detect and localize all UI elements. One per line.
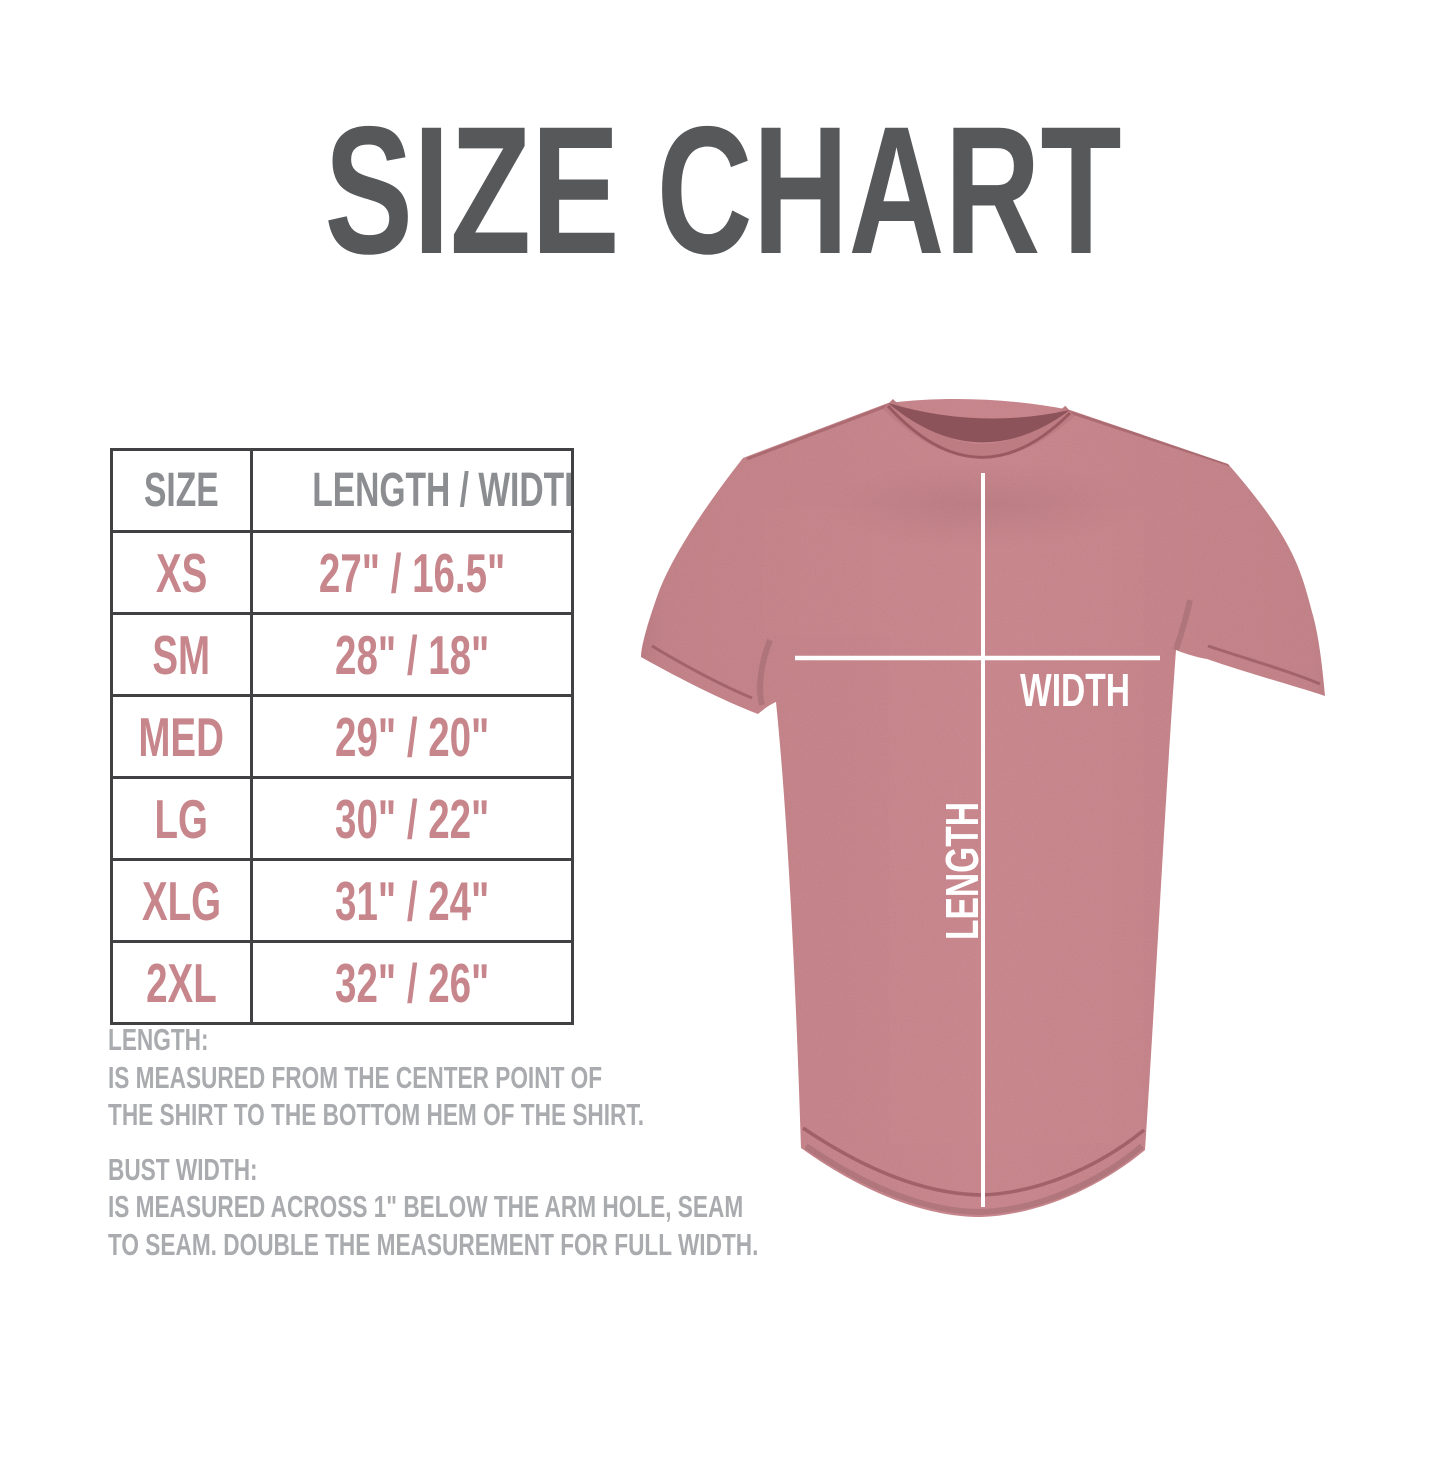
table-row: 2XL 32" / 26"	[110, 940, 574, 1025]
size-cell: XS	[110, 530, 253, 615]
header-cell-size: SIZE	[110, 448, 253, 533]
header-cell-length-width: LENGTH / WIDTH	[250, 448, 574, 533]
bust-width-note-line: TO SEAM. DOUBLE THE MEASUREMENT FOR FULL…	[108, 1226, 759, 1262]
bust-width-note-line: IS MEASURED ACROSS 1" BELOW THE ARM HOLE…	[108, 1189, 744, 1224]
size-cell: LG	[110, 776, 253, 861]
length-note-line: THE SHIRT TO THE BOTTOM HEM OF THE SHIRT…	[108, 1097, 645, 1132]
measurement-cell: 27" / 16.5"	[250, 530, 574, 615]
measurement-notes: LENGTH: IS MEASURED FROM THE CENTER POIN…	[108, 1021, 999, 1263]
page-title-text: SIZE CHART	[323, 88, 1122, 292]
page-title: SIZE CHART	[0, 90, 1445, 290]
length-note-heading: LENGTH:	[108, 1022, 209, 1057]
table-row: XLG 31" / 24"	[110, 858, 574, 943]
width-label: WIDTH	[1020, 665, 1130, 716]
table-header-row: SIZE LENGTH / WIDTH	[110, 448, 574, 533]
table-row: MED 29" / 20"	[110, 694, 574, 779]
measurement-cell: 30" / 22"	[250, 776, 574, 861]
measurement-cell: 31" / 24"	[250, 858, 574, 943]
size-table: SIZE LENGTH / WIDTH XS 27" / 16.5" SM 28…	[110, 448, 574, 1025]
table-row: XS 27" / 16.5"	[110, 530, 574, 615]
collar-seam	[886, 404, 1072, 459]
table-row: LG 30" / 22"	[110, 776, 574, 861]
table-row: SM 28" / 18"	[110, 612, 574, 697]
measurement-cell: 29" / 20"	[250, 694, 574, 779]
tshirt-diagram: WIDTH LENGTH	[600, 325, 1390, 1275]
collar-band	[883, 399, 1075, 458]
size-cell: SM	[110, 612, 253, 697]
measurement-cell: 32" / 26"	[250, 940, 574, 1025]
length-label: LENGTH	[937, 802, 988, 940]
size-cell: MED	[110, 694, 253, 779]
tshirt-texture	[641, 398, 1325, 1218]
size-cell: 2XL	[110, 940, 253, 1025]
size-cell: XLG	[110, 858, 253, 943]
shirt-graphic: WIDTH LENGTH	[641, 398, 1325, 1218]
collar-opening	[888, 403, 1070, 443]
bust-width-note-heading: BUST WIDTH:	[108, 1151, 258, 1187]
measurement-cell: 28" / 18"	[250, 612, 574, 697]
length-note-line: IS MEASURED FROM THE CENTER POINT OF	[108, 1059, 603, 1095]
